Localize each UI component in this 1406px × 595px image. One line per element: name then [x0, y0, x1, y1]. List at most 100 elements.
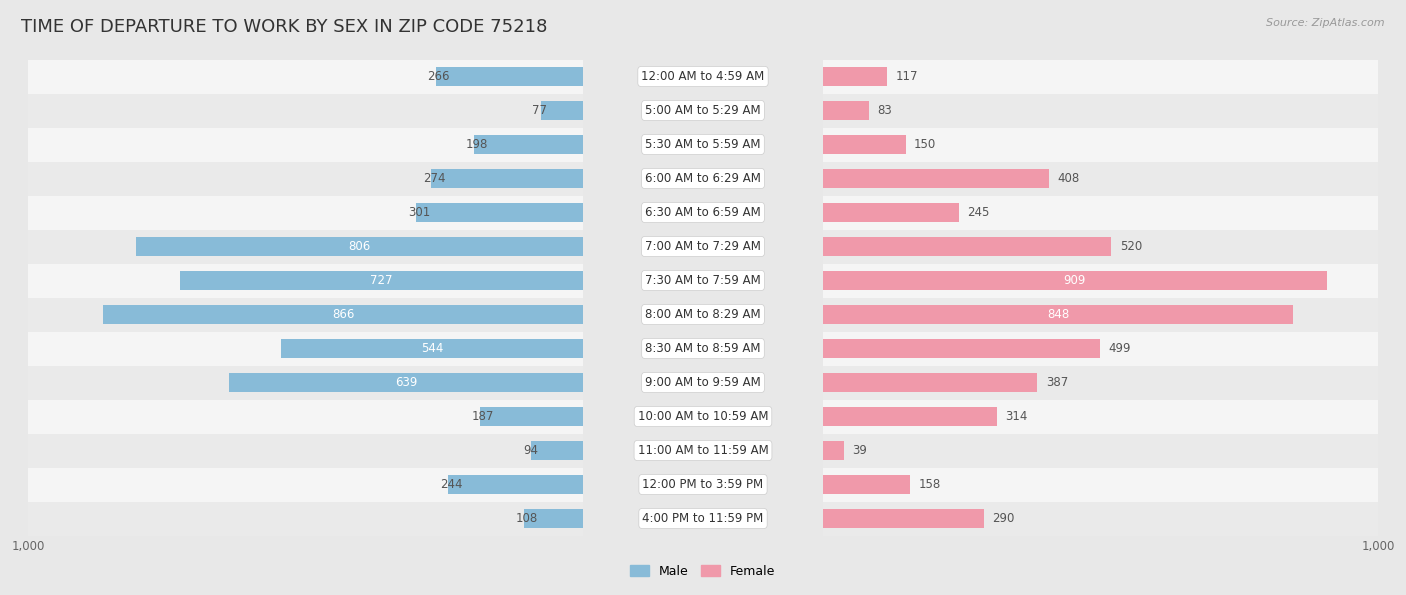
Bar: [823, 305, 1294, 324]
Legend: Male, Female: Male, Female: [626, 560, 780, 583]
Text: 909: 909: [1064, 274, 1085, 287]
Bar: [28, 468, 583, 502]
Text: 158: 158: [918, 478, 941, 491]
Bar: [823, 60, 1378, 93]
Text: 6:30 AM to 6:59 AM: 6:30 AM to 6:59 AM: [645, 206, 761, 219]
Text: 4:00 PM to 11:59 PM: 4:00 PM to 11:59 PM: [643, 512, 763, 525]
Bar: [229, 373, 583, 392]
Text: 408: 408: [1057, 172, 1080, 185]
Text: Source: ZipAtlas.com: Source: ZipAtlas.com: [1267, 18, 1385, 28]
Bar: [823, 502, 1378, 536]
Bar: [823, 237, 1111, 256]
Bar: [823, 161, 1378, 196]
Bar: [823, 127, 1378, 161]
Bar: [823, 331, 1378, 365]
Bar: [28, 298, 583, 331]
Text: 10:00 AM to 10:59 AM: 10:00 AM to 10:59 AM: [638, 410, 768, 423]
Bar: [823, 399, 1378, 434]
Bar: [28, 365, 583, 399]
Bar: [28, 127, 583, 161]
Text: 108: 108: [515, 512, 537, 525]
Bar: [823, 230, 1378, 264]
Bar: [28, 399, 583, 434]
Bar: [136, 237, 583, 256]
Text: 77: 77: [533, 104, 547, 117]
Text: 11:00 AM to 11:59 AM: 11:00 AM to 11:59 AM: [638, 444, 768, 457]
Bar: [523, 509, 583, 528]
Bar: [823, 407, 997, 426]
Text: 5:30 AM to 5:59 AM: 5:30 AM to 5:59 AM: [645, 138, 761, 151]
Bar: [823, 196, 1378, 230]
Bar: [541, 101, 583, 120]
Bar: [823, 271, 1327, 290]
Bar: [28, 60, 583, 93]
Bar: [823, 93, 1378, 127]
Bar: [823, 101, 869, 120]
Text: 39: 39: [852, 444, 868, 457]
Bar: [823, 468, 1378, 502]
Text: 244: 244: [440, 478, 463, 491]
Text: 8:00 AM to 8:29 AM: 8:00 AM to 8:29 AM: [645, 308, 761, 321]
Text: 12:00 AM to 4:59 AM: 12:00 AM to 4:59 AM: [641, 70, 765, 83]
Bar: [180, 271, 583, 290]
Bar: [823, 339, 1099, 358]
Bar: [474, 135, 583, 154]
Text: 848: 848: [1047, 308, 1069, 321]
Text: 520: 520: [1119, 240, 1142, 253]
Text: 198: 198: [465, 138, 488, 151]
Text: TIME OF DEPARTURE TO WORK BY SEX IN ZIP CODE 75218: TIME OF DEPARTURE TO WORK BY SEX IN ZIP …: [21, 18, 547, 36]
Bar: [479, 407, 583, 426]
Bar: [823, 475, 910, 494]
Text: 187: 187: [471, 410, 494, 423]
Bar: [823, 135, 905, 154]
Text: 806: 806: [349, 240, 371, 253]
Text: 544: 544: [422, 342, 444, 355]
Bar: [28, 196, 583, 230]
Text: 117: 117: [896, 70, 918, 83]
Text: 6:00 AM to 6:29 AM: 6:00 AM to 6:29 AM: [645, 172, 761, 185]
Text: 7:00 AM to 7:29 AM: 7:00 AM to 7:29 AM: [645, 240, 761, 253]
Bar: [432, 169, 583, 188]
Text: 387: 387: [1046, 376, 1069, 389]
Text: 8:30 AM to 8:59 AM: 8:30 AM to 8:59 AM: [645, 342, 761, 355]
Bar: [823, 203, 959, 222]
Text: 266: 266: [427, 70, 450, 83]
Text: 301: 301: [408, 206, 430, 219]
Text: 9:00 AM to 9:59 AM: 9:00 AM to 9:59 AM: [645, 376, 761, 389]
Bar: [416, 203, 583, 222]
Text: 5:00 AM to 5:29 AM: 5:00 AM to 5:29 AM: [645, 104, 761, 117]
Bar: [823, 434, 1378, 468]
Text: 83: 83: [877, 104, 891, 117]
Bar: [28, 264, 583, 298]
Bar: [823, 169, 1049, 188]
Bar: [28, 161, 583, 196]
Bar: [823, 441, 844, 460]
Text: 727: 727: [370, 274, 392, 287]
Bar: [28, 434, 583, 468]
Bar: [28, 331, 583, 365]
Text: 314: 314: [1005, 410, 1028, 423]
Bar: [436, 67, 583, 86]
Bar: [28, 93, 583, 127]
Text: 7:30 AM to 7:59 AM: 7:30 AM to 7:59 AM: [645, 274, 761, 287]
Bar: [28, 502, 583, 536]
Bar: [449, 475, 583, 494]
Bar: [28, 230, 583, 264]
Bar: [823, 264, 1378, 298]
Text: 274: 274: [423, 172, 446, 185]
Text: 639: 639: [395, 376, 418, 389]
Bar: [281, 339, 583, 358]
Text: 94: 94: [523, 444, 538, 457]
Text: 290: 290: [991, 512, 1014, 525]
Text: 866: 866: [332, 308, 354, 321]
Text: 499: 499: [1108, 342, 1130, 355]
Bar: [531, 441, 583, 460]
Bar: [103, 305, 583, 324]
Text: 150: 150: [914, 138, 936, 151]
Bar: [823, 67, 887, 86]
Bar: [823, 509, 984, 528]
Bar: [823, 373, 1038, 392]
Bar: [823, 365, 1378, 399]
Text: 245: 245: [967, 206, 990, 219]
Text: 12:00 PM to 3:59 PM: 12:00 PM to 3:59 PM: [643, 478, 763, 491]
